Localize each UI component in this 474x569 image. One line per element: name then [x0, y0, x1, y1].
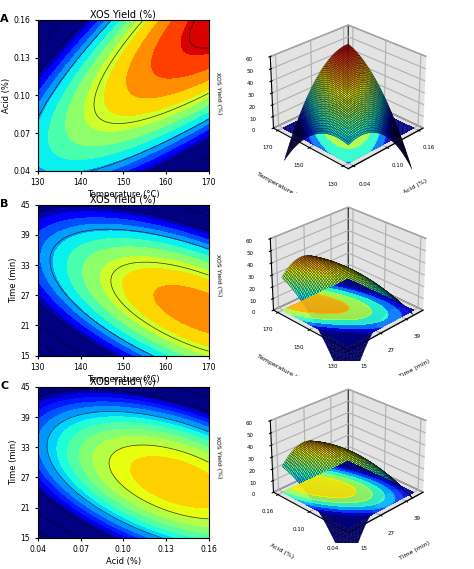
Y-axis label: Time (min): Time (min) — [9, 440, 18, 485]
X-axis label: Acid (%): Acid (%) — [402, 179, 428, 195]
Y-axis label: Acid (%): Acid (%) — [269, 543, 294, 559]
Title: XOS Yield (%): XOS Yield (%) — [91, 376, 156, 386]
X-axis label: Time (min): Time (min) — [399, 358, 431, 379]
X-axis label: Acid (%): Acid (%) — [106, 557, 141, 566]
Title: XOS Yield (%): XOS Yield (%) — [91, 194, 156, 204]
X-axis label: Temperature (°C): Temperature (°C) — [87, 190, 160, 199]
Text: B: B — [0, 199, 9, 209]
Text: A: A — [0, 14, 9, 24]
Text: C: C — [0, 381, 9, 391]
Y-axis label: Acid (%): Acid (%) — [1, 78, 10, 113]
Y-axis label: Time (min): Time (min) — [9, 258, 18, 303]
X-axis label: Temperature (°C): Temperature (°C) — [87, 375, 160, 384]
X-axis label: Time (min): Time (min) — [399, 541, 431, 561]
Y-axis label: Temperature (°C): Temperature (°C) — [256, 354, 307, 384]
Title: XOS Yield (%): XOS Yield (%) — [91, 9, 156, 19]
Y-axis label: Temperature (°C): Temperature (°C) — [256, 172, 307, 202]
